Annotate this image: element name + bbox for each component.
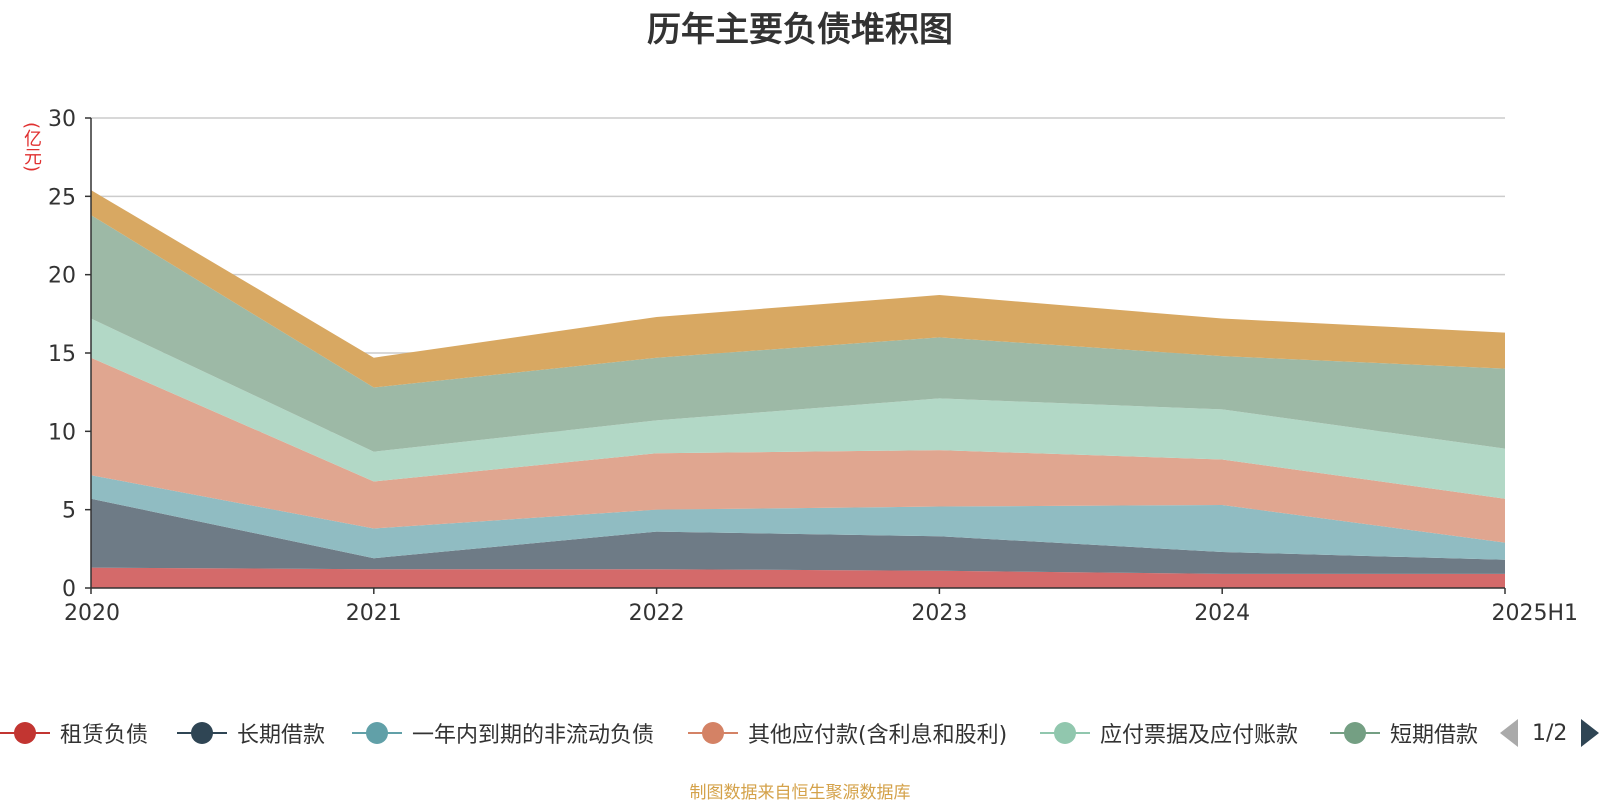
legend-label: 其他应付款(含利息和股利) — [748, 723, 1008, 748]
area-series-2 — [91, 475, 1505, 560]
area-series-4 — [91, 318, 1505, 499]
y-tick-label: 10 — [48, 420, 76, 445]
y-tick-label: 20 — [48, 264, 76, 289]
area-series-5 — [91, 215, 1505, 452]
legend-pager: 1/2 — [1500, 713, 1600, 753]
legend-marker-icon — [0, 722, 50, 744]
area-series-3 — [91, 357, 1505, 543]
legend-item[interactable]: 应付票据及应付账款 — [1040, 713, 1298, 753]
legend-label: 一年内到期的非流动负债 — [412, 723, 655, 748]
y-axis-unit-label: (亿元) — [21, 122, 42, 173]
area-series-0 — [91, 567, 1505, 588]
x-tick-label: 2021 — [346, 601, 402, 626]
area-series-1 — [91, 498, 1505, 574]
y-tick-label: 30 — [48, 107, 76, 132]
legend-page-indicator: 1/2 — [1532, 720, 1568, 746]
legend-prev-icon[interactable] — [1500, 719, 1518, 747]
stacked-area-chart: 0 5 10 15 20 25 30 2020 2021 2022 2023 2024 2025H1 — [48, 107, 1578, 626]
y-tick-label: 25 — [48, 185, 76, 210]
legend-marker-icon — [1330, 722, 1380, 744]
legend-marker-icon — [688, 722, 738, 744]
legend-item[interactable]: 一年内到期的非流动负债 — [352, 713, 654, 753]
x-tick-label: 2024 — [1194, 601, 1250, 626]
y-tick-label: 0 — [62, 577, 76, 602]
x-tick-label: 2025H1 — [1491, 601, 1578, 626]
legend-item[interactable]: 长期借款 — [177, 713, 325, 753]
legend-marker-icon — [177, 722, 227, 744]
legend-marker-icon — [1040, 722, 1090, 744]
legend-item[interactable]: 短期借款 — [1330, 713, 1478, 753]
legend-item[interactable]: 其他应付款(含利息和股利) — [688, 713, 1007, 753]
legend-label: 长期借款 — [237, 723, 326, 748]
legend-item[interactable]: 租赁负债 — [0, 713, 148, 753]
legend-label: 短期借款 — [1390, 723, 1479, 748]
x-tick-label: 2023 — [911, 601, 967, 626]
legend-label: 租赁负债 — [60, 723, 149, 748]
y-tick-label: 15 — [48, 342, 76, 367]
legend-marker-icon — [352, 722, 402, 744]
x-tick-label: 2022 — [629, 601, 685, 626]
legend-items: 租赁负债 长期借款 一年内到期的非流动负债 其他应付款(含利息和股利) 应付票据及应付账… — [0, 713, 1480, 753]
legend-label: 应付票据及应付账款 — [1100, 723, 1299, 748]
legend: 租赁负债 长期借款 一年内到期的非流动负债 其他应付款(含利息和股利) 应付票据及应付账… — [0, 713, 1600, 753]
area-series-6 — [91, 190, 1505, 388]
legend-next-icon[interactable] — [1581, 719, 1600, 747]
chart-title: 历年主要负债堆积图 — [647, 10, 953, 50]
y-tick-label: 5 — [62, 499, 76, 524]
data-source-note: 制图数据来自恒生聚源数据库 — [689, 783, 911, 803]
x-tick-label: 2020 — [64, 601, 120, 626]
